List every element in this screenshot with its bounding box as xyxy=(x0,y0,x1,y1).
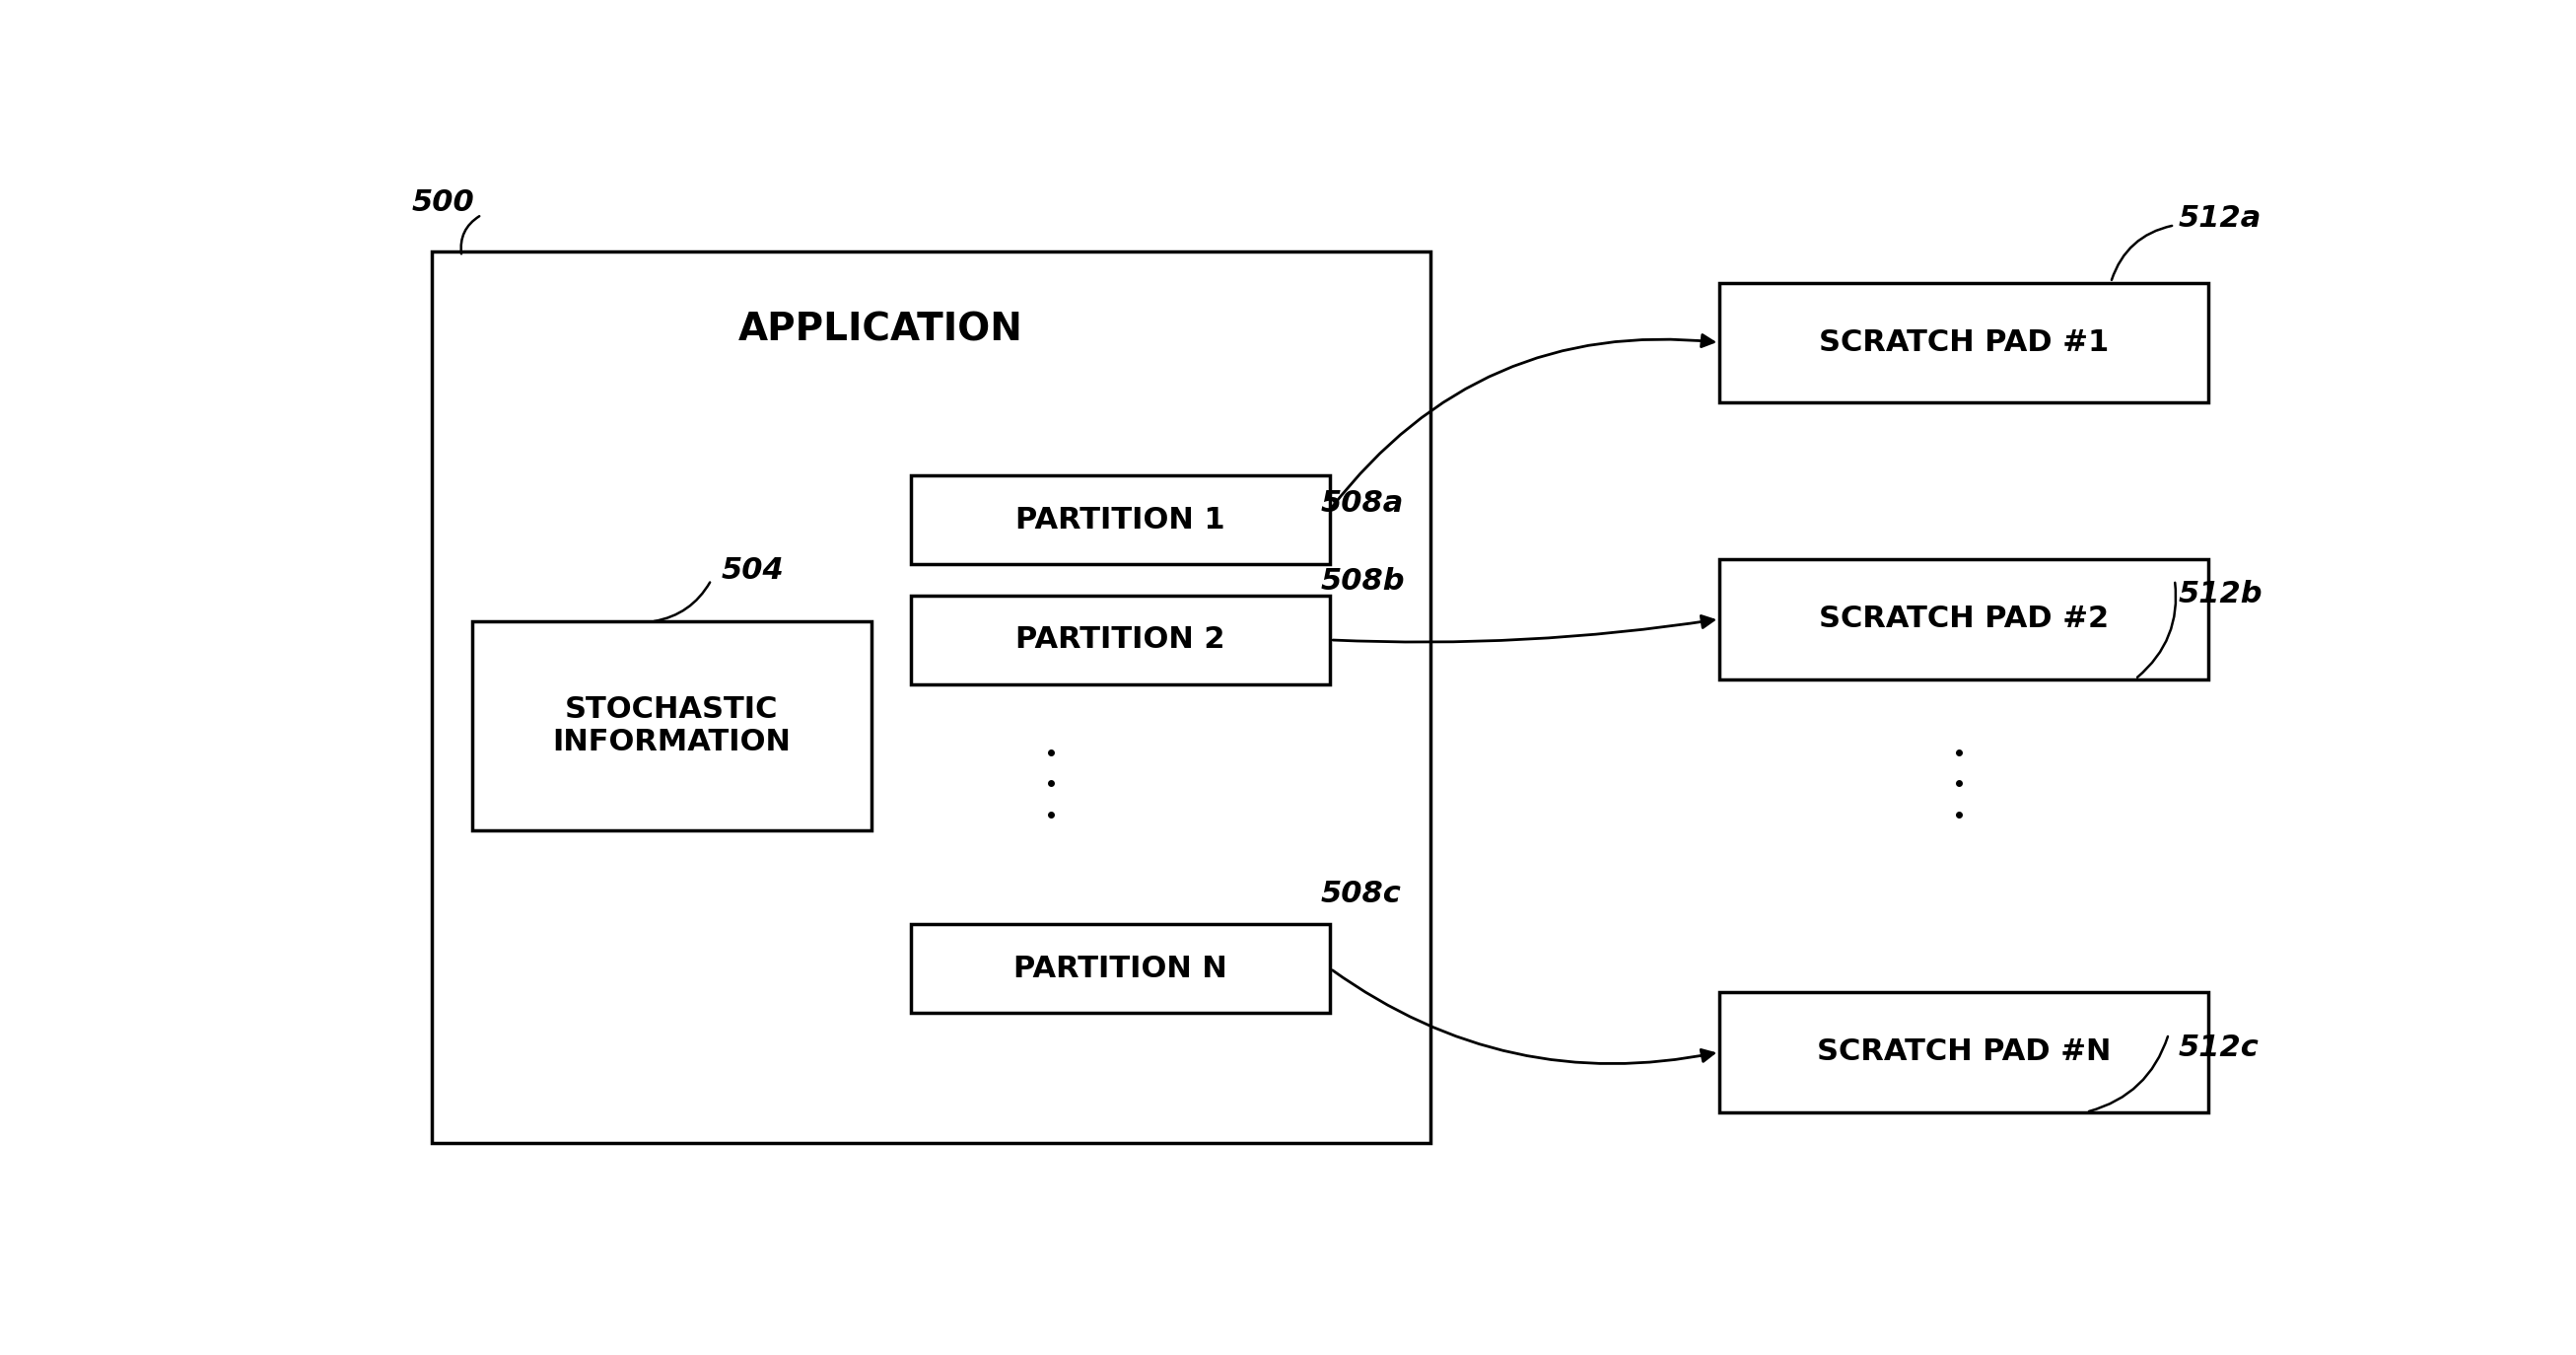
Text: SCRATCH PAD #2: SCRATCH PAD #2 xyxy=(1819,604,2110,633)
Bar xyxy=(912,476,1329,564)
Text: SCRATCH PAD #1: SCRATCH PAD #1 xyxy=(1819,328,2110,356)
Text: 504: 504 xyxy=(721,557,783,585)
Text: 512a: 512a xyxy=(2179,205,2262,233)
Text: PARTITION 2: PARTITION 2 xyxy=(1015,626,1226,654)
Text: 508b: 508b xyxy=(1321,566,1404,596)
Bar xyxy=(912,596,1329,684)
Text: 508a: 508a xyxy=(1321,489,1404,518)
Text: SCRATCH PAD #N: SCRATCH PAD #N xyxy=(1816,1038,2112,1066)
Text: PARTITION N: PARTITION N xyxy=(1015,954,1226,982)
Text: 512c: 512c xyxy=(2179,1034,2259,1062)
Bar xyxy=(912,924,1329,1014)
Bar xyxy=(1721,992,2208,1112)
Text: PARTITION 1: PARTITION 1 xyxy=(1015,505,1226,534)
Text: APPLICATION: APPLICATION xyxy=(739,310,1023,348)
Bar xyxy=(433,251,1430,1144)
Bar xyxy=(471,622,871,831)
Bar xyxy=(1721,283,2208,402)
Text: STOCHASTIC
INFORMATION: STOCHASTIC INFORMATION xyxy=(551,695,791,757)
Text: 500: 500 xyxy=(412,188,474,217)
Bar xyxy=(1721,560,2208,679)
Text: 508c: 508c xyxy=(1321,879,1401,909)
Text: 512b: 512b xyxy=(2179,580,2264,608)
